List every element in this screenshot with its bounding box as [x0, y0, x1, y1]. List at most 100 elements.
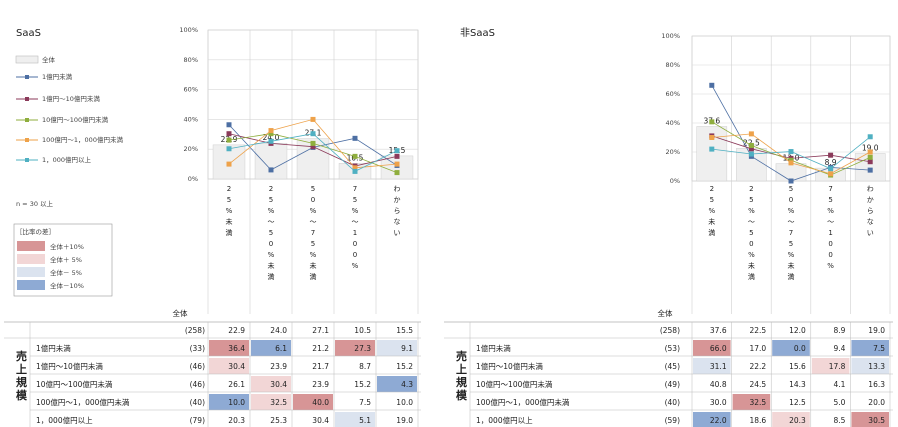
table-cell: 15.5 — [396, 326, 413, 335]
category-label-char: 5 — [311, 240, 315, 248]
table-cell: 8.7 — [359, 362, 371, 371]
table-cell: 8.9 — [833, 326, 845, 335]
row-label: 10億円～100億円未満 — [476, 379, 553, 389]
table-cell: 40.0 — [312, 398, 329, 407]
diff-cell-highlight — [251, 340, 291, 356]
row-n: (46) — [190, 380, 205, 389]
diff-label-2: 全体－ 5% — [50, 268, 82, 277]
diff-swatch-3 — [17, 280, 45, 290]
table-cell: 23.9 — [312, 380, 329, 389]
table-cell: 40.8 — [710, 380, 727, 389]
bar — [775, 163, 807, 182]
category-label-char: 0 — [828, 251, 832, 259]
table-cell: 36.4 — [228, 344, 245, 353]
series-point-2 — [394, 170, 400, 176]
diff-label-0: 全体＋10% — [50, 242, 84, 251]
table-cell: 21.7 — [312, 362, 329, 371]
category-label-char: % — [788, 251, 795, 259]
category-label-char: な — [867, 218, 874, 226]
table-cell: 30.0 — [710, 398, 727, 407]
legend-label-2: 10億円～100億円未満 — [42, 115, 109, 124]
y-tick-label: 20% — [666, 148, 680, 156]
series-point-0 — [268, 167, 274, 173]
table-header-total: 全体 — [173, 308, 188, 318]
table-cell: 32.5 — [749, 398, 766, 407]
series-point-3 — [788, 160, 794, 166]
table-cell: 4.1 — [833, 380, 845, 389]
diff-cell-highlight — [851, 358, 889, 374]
chart-panel-0: 0%20%40%60%80%100%22.924.027.110.515.525… — [4, 26, 421, 427]
category-label-char: ～ — [788, 218, 795, 226]
legend-all-swatch — [15, 55, 39, 64]
row-n: (40) — [190, 398, 205, 407]
category-label-char: ら — [394, 207, 401, 215]
series-point-3 — [828, 171, 834, 177]
series-point-2 — [867, 154, 873, 160]
series-point-4 — [310, 131, 316, 137]
side-label-left: 売 上 規 模 — [16, 349, 28, 402]
side-label-char-r3: 模 — [456, 388, 468, 402]
category-label-char: 5 — [789, 240, 793, 248]
y-tick-label: 40% — [184, 115, 198, 123]
series-point-1 — [226, 131, 232, 137]
series-point-3 — [226, 161, 232, 167]
table-cell: 9.4 — [833, 344, 845, 353]
data-table-1: 全体 (258) 37.6 22.5 12.0 8.9 19.0 1億円未満 (53) 66.0 1… — [444, 308, 893, 427]
series-point-2 — [268, 131, 274, 137]
legend-marker-3 — [25, 138, 29, 142]
diff-cell-highlight — [693, 358, 731, 374]
row-n: (33) — [190, 344, 205, 353]
table-cell: 19.0 — [396, 416, 413, 425]
category-label-char: 未 — [268, 261, 275, 270]
row-label: 1億円～10億円未満 — [36, 361, 103, 371]
diff-cell-highlight — [251, 376, 291, 392]
category-label-char: 満 — [226, 229, 233, 237]
table-cell: 27.3 — [354, 344, 371, 353]
series-point-2 — [352, 153, 358, 159]
category-label-char: 5 — [710, 196, 714, 204]
legend-marker-1 — [25, 97, 29, 101]
diff-cell-highlight — [377, 376, 417, 392]
series-point-4 — [226, 146, 232, 152]
diff-cell-highlight — [693, 412, 731, 427]
row-n: (40) — [665, 398, 680, 407]
diff-label-3: 全体－10% — [50, 281, 84, 290]
row-label: 1億円未満 — [36, 343, 71, 353]
row-n: (258) — [185, 326, 205, 335]
category-label-char: 7 — [828, 185, 832, 193]
table-cell: 22.5 — [749, 326, 766, 335]
diff-cell-highlight — [251, 394, 291, 410]
series-point-1 — [394, 153, 400, 159]
category-label-char: 5 — [789, 185, 793, 193]
category-label-char: ～ — [268, 218, 275, 226]
category-label-char: 未 — [708, 217, 715, 226]
y-tick-label: 80% — [184, 56, 198, 64]
table-cell: 4.3 — [401, 380, 413, 389]
category-label-char: 1 — [353, 229, 357, 237]
row-label: 1，000億円以上 — [476, 415, 533, 425]
row-n: (46) — [190, 362, 205, 371]
chart-title-saas: SaaS — [16, 28, 41, 39]
row-label: 100億円～1，000億円未満 — [36, 397, 130, 407]
series-point-2 — [788, 157, 794, 163]
table-cell: 66.0 — [710, 344, 727, 353]
diff-swatch-0 — [17, 241, 45, 251]
table-cell: 10.5 — [354, 326, 371, 335]
row-n: (258) — [660, 326, 680, 335]
series-point-4 — [828, 166, 834, 172]
category-label-char: 1 — [828, 229, 832, 237]
category-label-char: 未 — [788, 261, 795, 270]
table-cell: 20.3 — [228, 416, 245, 425]
series-point-3 — [268, 128, 274, 134]
row-label: 10億円～100億円未満 — [36, 379, 113, 389]
table-cell: 30.4 — [228, 362, 245, 371]
table-cell: 31.1 — [710, 362, 727, 371]
category-label-char: 5 — [353, 196, 357, 204]
diff-cell-highlight — [335, 340, 375, 356]
legend-series-1: 1億円～10億円未満 — [16, 94, 100, 103]
side-label-char-r1: 上 — [456, 362, 467, 376]
table-cell: 17.8 — [829, 362, 846, 371]
diff-swatch-1 — [17, 254, 45, 264]
table-cell: 15.2 — [396, 362, 413, 371]
y-tick-label: 100% — [179, 26, 198, 34]
